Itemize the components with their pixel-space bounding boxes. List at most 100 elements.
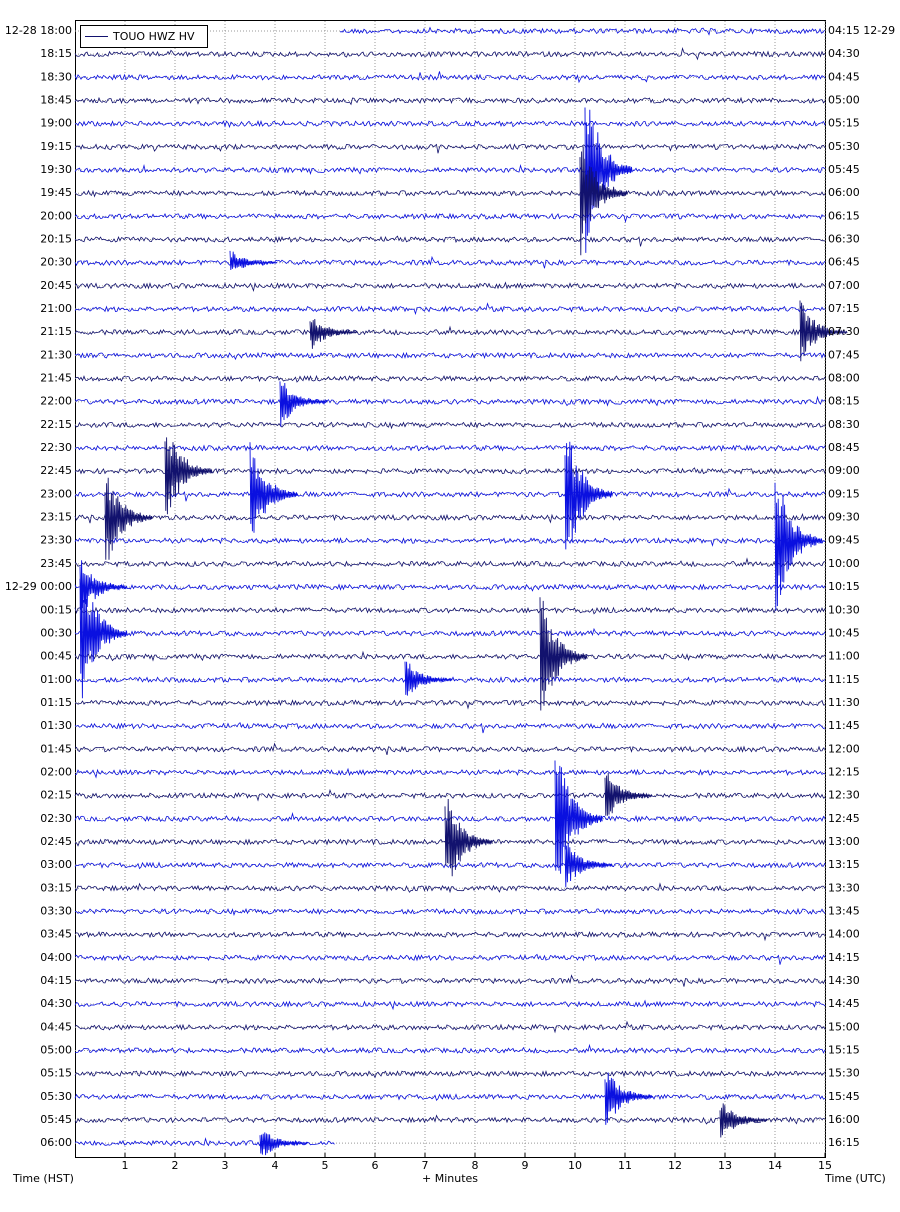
left-time-label: 03:00 [40, 858, 72, 871]
trace [74, 119, 826, 129]
right-time-label: 06:45 [828, 256, 860, 269]
right-time-label: 12:00 [828, 742, 860, 755]
right-time-label: 09:45 [828, 534, 860, 547]
trace [339, 26, 825, 36]
right-time-label: 07:00 [828, 279, 860, 292]
x-tick-label: 14 [768, 1159, 782, 1172]
event [404, 661, 453, 696]
trace [74, 96, 826, 106]
trace [74, 143, 826, 154]
trace [74, 71, 826, 84]
event [539, 597, 588, 711]
trace [74, 721, 826, 734]
trace [74, 930, 826, 942]
trace [74, 163, 826, 175]
trace [74, 325, 826, 336]
right-time-label: 15:15 [828, 1043, 860, 1056]
trace [74, 444, 826, 452]
left-time-label: 03:15 [40, 881, 72, 894]
x-tick-label: 7 [422, 1159, 429, 1172]
left-axis-label: Time (HST) [12, 1172, 74, 1185]
trace [74, 212, 826, 224]
trace [74, 861, 826, 870]
left-time-label: 21:30 [40, 348, 72, 361]
left-time-label: 01:30 [40, 719, 72, 732]
trace [74, 583, 826, 592]
right-time-label: 12:45 [828, 812, 860, 825]
x-tick-label: 6 [372, 1159, 379, 1172]
trace [74, 189, 826, 198]
left-time-label: 01:00 [40, 673, 72, 686]
trace [74, 699, 826, 710]
right-time-label: 08:00 [828, 372, 860, 385]
trace [74, 742, 826, 756]
right-time-label: 08:45 [828, 441, 860, 454]
left-time-label: 18:30 [40, 70, 72, 83]
left-time-label: 02:00 [40, 765, 72, 778]
right-time-label: 05:15 [828, 117, 860, 130]
left-time-label: 19:30 [40, 163, 72, 176]
left-time-label: 23:30 [40, 534, 72, 547]
left-time-label: 22:45 [40, 464, 72, 477]
x-tick-label: 11 [618, 1159, 632, 1172]
trace [74, 1020, 826, 1034]
left-time-label: 20:45 [40, 279, 72, 292]
x-tick-label: 2 [172, 1159, 179, 1172]
right-time-label: 10:00 [828, 557, 860, 570]
trace [74, 513, 826, 524]
x-tick-label: 10 [568, 1159, 582, 1172]
trace [74, 907, 826, 916]
left-time-label: 20:15 [40, 233, 72, 246]
trace [74, 533, 826, 547]
event [79, 560, 128, 610]
trace [74, 650, 826, 662]
trace [74, 487, 826, 502]
left-time-label: 01:45 [40, 742, 72, 755]
left-time-label: 00:15 [40, 603, 72, 616]
trace [74, 953, 826, 965]
right-time-label: 15:30 [828, 1067, 860, 1080]
left-time-label: 18:15 [40, 47, 72, 60]
x-tick-label: 4 [272, 1159, 279, 1172]
event [229, 250, 278, 271]
right-time-label: 14:30 [828, 974, 860, 987]
right-axis-label: Time (UTC) [824, 1172, 886, 1185]
left-time-label: 02:45 [40, 835, 72, 848]
x-tick-label: 3 [222, 1159, 229, 1172]
left-time-label: 04:15 [40, 974, 72, 987]
event [444, 798, 493, 877]
left-time-label: 23:15 [40, 511, 72, 524]
right-time-label: 14:45 [828, 997, 860, 1010]
right-time-label: 14:00 [828, 928, 860, 941]
trace [74, 421, 826, 430]
event [579, 146, 628, 256]
left-time-label: 20:00 [40, 209, 72, 222]
event [774, 482, 823, 611]
right-time-label: 05:00 [828, 94, 860, 107]
right-time-label: 13:45 [828, 904, 860, 917]
left-time-label: 20:30 [40, 256, 72, 269]
x-tick-label: 5 [322, 1159, 329, 1172]
legend-label: TOUO HWZ HV [112, 30, 195, 43]
right-time-label: 11:15 [828, 673, 860, 686]
trace [74, 788, 826, 802]
left-time-label: 12-28 18:00 [5, 24, 72, 37]
right-time-label: 14:15 [828, 951, 860, 964]
right-time-label: 07:30 [828, 325, 860, 338]
left-time-label: 00:30 [40, 626, 72, 639]
left-time-label: 04:30 [40, 997, 72, 1010]
left-time-label: 21:45 [40, 372, 72, 385]
x-tick-label: 13 [718, 1159, 732, 1172]
event [799, 300, 848, 362]
trace [74, 1137, 335, 1147]
left-time-label: 05:45 [40, 1113, 72, 1126]
event [279, 381, 328, 427]
right-time-label: 07:45 [828, 348, 860, 361]
trace [74, 281, 826, 292]
trace [74, 47, 826, 61]
event [564, 441, 613, 550]
event [79, 578, 128, 699]
left-time-label: 01:15 [40, 696, 72, 709]
trace [74, 1114, 826, 1125]
